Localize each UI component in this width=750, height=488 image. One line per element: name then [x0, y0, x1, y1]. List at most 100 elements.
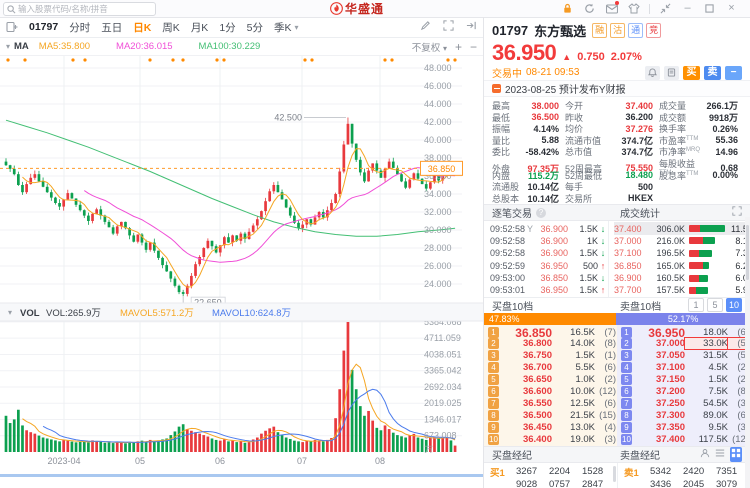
ask-row[interactable]: 5 37.150 1.5K (2)	[617, 374, 750, 386]
ask-row[interactable]: 1 36.950 18.0K (6)	[617, 326, 750, 340]
tick-trade-list[interactable]: 09:52:58 Y 36.900 1.5K ↓ 09:52:58 36.900 1K ↓ 09:…	[484, 221, 608, 296]
expand-section-icon[interactable]	[732, 206, 742, 219]
draw-tools-icon[interactable]	[420, 20, 431, 34]
panel-scrollbar-thumb[interactable]	[746, 225, 749, 280]
chevron-down-icon[interactable]: ▾	[294, 22, 299, 32]
tab-分时[interactable]: 分时	[69, 21, 91, 34]
ask-row[interactable]: 2 37.000 33.0K (5)	[617, 337, 750, 351]
bid-row[interactable]: 9 36.450 13.0K (4)	[484, 422, 617, 434]
broker-scrollbar-thumb[interactable]	[613, 465, 616, 482]
bid-row[interactable]: 2 36.800 14.0K (8)	[484, 338, 617, 350]
bid-row[interactable]: 10 36.400 19.0K (3)	[488, 434, 616, 446]
tab-周K[interactable]: 周K	[162, 21, 180, 34]
bid-row[interactable]: 4 36.700 5.5K (6)	[484, 362, 617, 374]
notice-text: 2023-08-25 预计发布Y财报	[505, 85, 626, 96]
calendar-icon	[492, 84, 501, 93]
svg-text:38.000: 38.000	[424, 153, 452, 163]
trade-stat-bar	[689, 225, 731, 233]
broker-grid-icon[interactable]	[730, 446, 742, 462]
note-icon[interactable]	[664, 65, 679, 80]
search-input[interactable]	[16, 3, 152, 15]
tab-月K[interactable]: 月K	[190, 21, 209, 34]
ma-legend-bar: ▾ MA MA5:35.800 MA20:36.015 MA100:30.229…	[0, 38, 483, 56]
maximize-button[interactable]	[703, 2, 716, 15]
svg-text:28.000: 28.000	[424, 243, 452, 253]
order-minus-button[interactable]: −	[725, 65, 742, 80]
sell-button[interactable]: 卖	[704, 65, 721, 80]
bid-row[interactable]: 1 36.850 16.5K (7)	[484, 326, 617, 340]
depth-level-button-5[interactable]: 5	[707, 298, 723, 313]
tick-trades-title: 逐笔交易	[492, 209, 532, 221]
ask-row[interactable]: 3 37.050 31.5K (5)	[617, 350, 750, 362]
bid-levels[interactable]: 1 36.850 16.5K (7) 2 36.800 14.0K (8) 3 36.750 1.5…	[484, 324, 617, 446]
candlestick-chart[interactable]: 48.000 46.000 44.000 42.000 40.000 38.000 36.0…	[0, 56, 483, 455]
refresh-icon[interactable]	[583, 2, 596, 15]
svg-text:44.000: 44.000	[424, 99, 452, 109]
stat-label: 昨收	[565, 112, 584, 123]
app-logo-text: 华盛通	[345, 2, 385, 16]
stats-row: 内盘 115.2万 52周最低 18.480 股息率TTM 0.00%	[492, 169, 744, 181]
stat-label: 成交额	[659, 112, 687, 123]
bid-row[interactable]: 3 36.750 1.5K (1)	[484, 350, 617, 362]
close-button[interactable]: ×	[728, 2, 735, 14]
bid-row[interactable]: 6 36.600 10.0K (12)	[484, 386, 617, 398]
ask-row[interactable]: 9 37.350 9.5K (3)	[617, 422, 750, 434]
bid-row[interactable]: 8 36.500 21.5K (15)	[484, 410, 617, 422]
svg-text:34.000: 34.000	[424, 189, 452, 199]
tab-日K[interactable]: 日K	[133, 21, 152, 34]
collapse-window-icon[interactable]	[659, 2, 672, 15]
sell-broker-list[interactable]: 卖1 5342 2420 7351 3436 2045 3079	[617, 462, 750, 488]
ask-row[interactable]: 6 37.200 7.5K (8)	[617, 386, 750, 398]
ask-row[interactable]: 8 37.300 89.0K (6)	[617, 410, 750, 422]
tab-1分[interactable]: 1分	[219, 21, 236, 34]
earnings-notice-bar[interactable]: 2023-08-25 预计发布Y财报	[484, 80, 750, 97]
buy-broker-list[interactable]: 买1 3267 2204 1528 9028 0757 2847	[484, 463, 617, 488]
trade-stats-title: 成交统计	[620, 209, 660, 221]
fullscreen-icon[interactable]	[443, 20, 454, 34]
panel-scrollbar[interactable]	[745, 217, 750, 488]
tick-row: 09:52:59 36.950 500 ↑	[490, 260, 608, 272]
zoom-in-button[interactable]: +	[454, 39, 462, 54]
mail-icon[interactable]	[605, 1, 619, 15]
help-icon[interactable]: ?	[536, 207, 546, 218]
scrollbar-thumb[interactable]	[0, 474, 483, 477]
buy-button[interactable]: 买	[683, 65, 700, 80]
lock-icon[interactable]	[561, 2, 574, 15]
depth-level-button-1[interactable]: 1	[688, 298, 704, 313]
collapse-panel-icon[interactable]	[466, 20, 477, 34]
broker-cell: 2045	[683, 478, 705, 488]
window-titlebar: 华盛通 – ×	[0, 0, 750, 18]
tick-direction-icon: ↓	[600, 248, 606, 259]
watchlist-icon[interactable]	[6, 21, 18, 33]
ask-row[interactable]: 7 37.250 54.5K (3)	[617, 398, 750, 410]
theme-skin-icon[interactable]	[627, 2, 640, 15]
alert-icon[interactable]	[645, 65, 660, 80]
tab-五日[interactable]: 五日	[101, 21, 123, 34]
tab-季K[interactable]: 季K	[274, 21, 292, 34]
ask-row[interactable]: 10 37.400 117.5K (12)	[621, 434, 749, 446]
broker-list-icon[interactable]	[715, 448, 725, 461]
adjust-mode-select[interactable]: 不复权 ▾	[411, 42, 447, 54]
ask-row[interactable]: 4 37.100 4.5K (2)	[617, 362, 750, 374]
chart-horizontal-scrollbar[interactable]	[0, 470, 483, 487]
bid-ratio: 47.83%	[484, 312, 617, 325]
ask-ratio: 52.17%	[616, 312, 750, 325]
bid-row[interactable]: 7 36.550 12.5K (6)	[484, 398, 617, 410]
broker-person-icon[interactable]	[700, 448, 710, 461]
zoom-out-button[interactable]: −	[469, 39, 477, 54]
bid-row[interactable]: 5 36.650 1.0K (2)	[484, 374, 617, 386]
ask-levels[interactable]: 1 36.950 18.0K (6) 2 37.000 33.0K (5) 3 37.050 31.…	[617, 324, 750, 446]
depth-level-button-10[interactable]: 10	[726, 298, 742, 313]
stat-value: HKEX	[627, 193, 653, 204]
stock-search-box[interactable]	[3, 2, 156, 16]
minimize-button[interactable]: –	[684, 2, 691, 14]
chevron-down-icon[interactable]: ▾	[6, 42, 11, 51]
tab-5分[interactable]: 5分	[246, 21, 264, 34]
